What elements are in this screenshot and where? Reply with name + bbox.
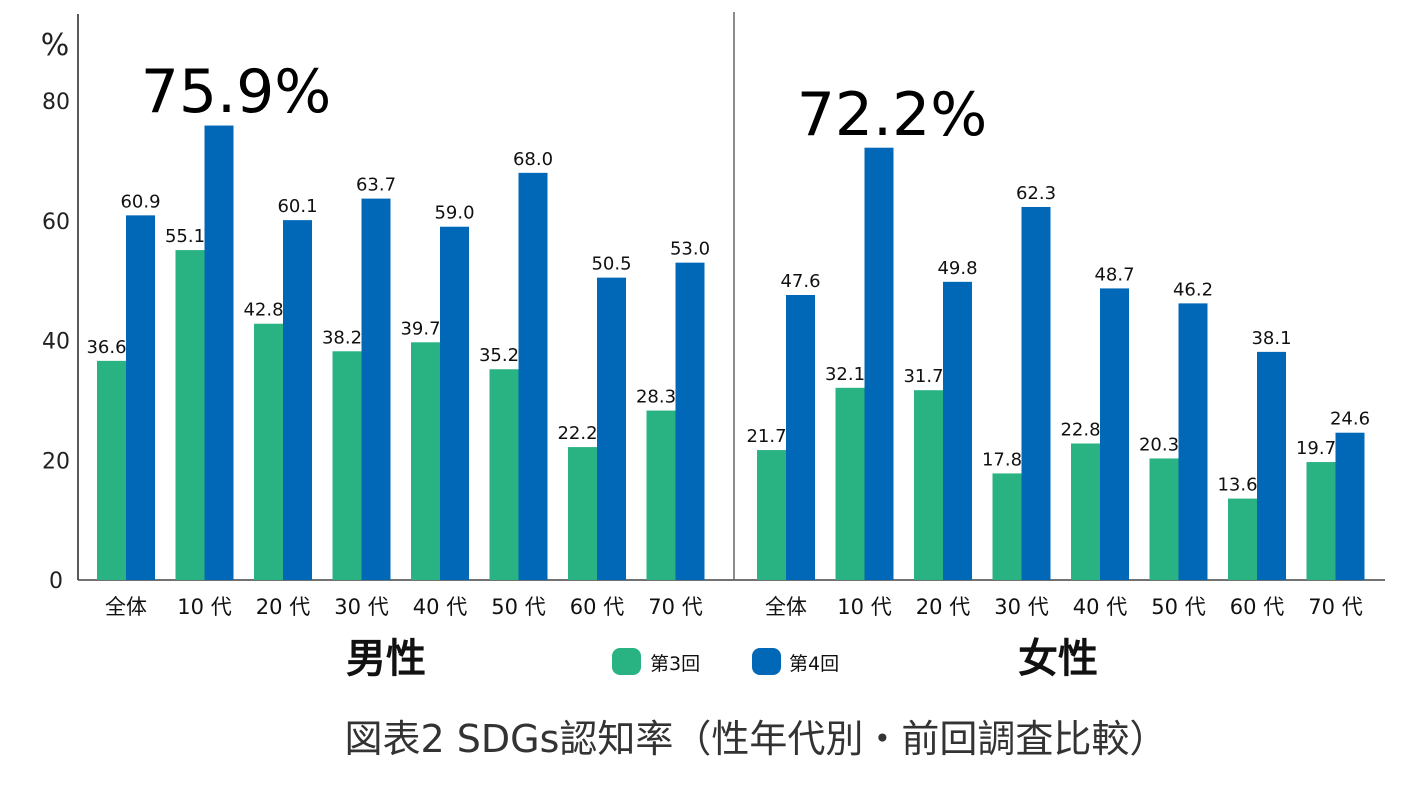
bar xyxy=(175,250,205,580)
bar xyxy=(1335,432,1365,580)
data-label: 21.7 xyxy=(746,426,786,447)
x-tick-label: 10 代 xyxy=(837,595,891,619)
data-label: 63.7 xyxy=(356,175,396,196)
data-label: 20.3 xyxy=(1139,434,1179,455)
x-tick-label: 30 代 xyxy=(334,595,388,619)
bar xyxy=(914,390,943,580)
y-unit-label: % xyxy=(41,28,70,63)
bar xyxy=(568,447,597,580)
bar xyxy=(254,323,283,580)
bar xyxy=(646,410,676,580)
y-tick-label: 20 xyxy=(42,449,70,474)
data-label: 68.0 xyxy=(513,149,553,170)
bar xyxy=(440,226,469,581)
data-label: 38.2 xyxy=(322,327,362,348)
bar xyxy=(126,215,155,580)
x-tick-label: 全体 xyxy=(765,595,807,619)
x-tick-label: 10 代 xyxy=(177,595,231,619)
x-tick-label: 40 代 xyxy=(413,595,467,619)
bar xyxy=(864,147,894,580)
data-label: 19.7 xyxy=(1296,438,1336,459)
bar xyxy=(204,125,234,580)
bar xyxy=(943,281,972,580)
bar xyxy=(1021,206,1051,580)
data-label: 36.6 xyxy=(86,337,126,358)
x-tick-label: 60 代 xyxy=(570,595,624,619)
data-label: 49.8 xyxy=(937,258,977,279)
data-label: 38.1 xyxy=(1251,328,1291,349)
legend-label: 第3回 xyxy=(650,653,700,675)
legend-swatch xyxy=(752,648,781,675)
panel-title: 女性 xyxy=(1018,636,1098,682)
bar xyxy=(361,198,391,580)
bar xyxy=(518,172,548,580)
bar xyxy=(489,369,519,580)
x-tick-label: 20 代 xyxy=(916,595,970,619)
data-label: 24.6 xyxy=(1330,409,1370,430)
data-label: 35.2 xyxy=(479,345,519,366)
data-label: 22.8 xyxy=(1060,419,1100,440)
data-label: 60.9 xyxy=(120,191,160,212)
highlight-value: 75.9% xyxy=(141,57,332,127)
bar xyxy=(411,342,440,580)
data-label: 42.8 xyxy=(243,300,283,321)
bar xyxy=(283,220,312,580)
data-label: 31.7 xyxy=(903,366,943,387)
marks xyxy=(97,125,1365,581)
bar xyxy=(1178,303,1208,580)
bar xyxy=(786,294,815,580)
bar xyxy=(992,473,1022,580)
data-label: 39.7 xyxy=(400,318,440,339)
bar xyxy=(332,351,362,580)
x-tick-label: 20 代 xyxy=(256,595,310,619)
bar xyxy=(835,387,865,580)
y-tick-label: 0 xyxy=(49,569,63,594)
data-label: 60.1 xyxy=(277,196,317,217)
data-label: 22.2 xyxy=(557,423,597,444)
data-label: 17.8 xyxy=(982,449,1022,470)
data-label: 46.2 xyxy=(1173,279,1213,300)
panel-title: 男性 xyxy=(346,636,426,682)
data-label: 32.1 xyxy=(825,364,865,385)
bar xyxy=(1228,498,1257,580)
data-label: 53.0 xyxy=(670,239,710,260)
data-label: 50.5 xyxy=(591,254,631,275)
labels: 36.6 60.9 全体 55.1 10 代 42.8 60.1 20 代 38.2 63.7 30… xyxy=(86,57,1370,682)
x-tick-label: 70 代 xyxy=(1308,595,1362,619)
bar xyxy=(757,450,786,580)
data-label: 28.3 xyxy=(636,387,676,408)
chart-title: 図表2 SDGs認知率（性年代別・前回調査比較） xyxy=(345,717,1168,761)
legend: 第3回 第4回 xyxy=(612,648,839,675)
bar xyxy=(597,277,626,580)
bar xyxy=(1149,458,1179,580)
data-label: 13.6 xyxy=(1217,475,1257,496)
data-label: 48.7 xyxy=(1094,264,1134,285)
x-tick-label: 40 代 xyxy=(1073,595,1127,619)
bar xyxy=(675,262,705,580)
bar xyxy=(1306,462,1336,580)
y-tick-label: 80 xyxy=(42,90,70,115)
data-label: 62.3 xyxy=(1016,183,1056,204)
legend-label: 第4回 xyxy=(789,653,839,675)
x-tick-label: 全体 xyxy=(105,595,147,619)
x-tick-label: 60 代 xyxy=(1230,595,1284,619)
data-label: 55.1 xyxy=(165,226,205,247)
x-tick-label: 30 代 xyxy=(994,595,1048,619)
x-tick-label: 50 代 xyxy=(1151,595,1205,619)
y-tick-label: 60 xyxy=(42,210,70,235)
bar xyxy=(1257,351,1286,580)
bar xyxy=(1100,288,1129,580)
y-tick-label: 40 xyxy=(42,330,70,355)
highlight-value: 72.2% xyxy=(797,80,988,150)
x-tick-label: 70 代 xyxy=(648,595,702,619)
x-tick-label: 50 代 xyxy=(491,595,545,619)
bar xyxy=(97,360,126,580)
legend-swatch xyxy=(612,648,641,675)
data-label: 59.0 xyxy=(434,203,474,224)
bar xyxy=(1071,443,1100,580)
data-label: 47.6 xyxy=(780,271,820,292)
